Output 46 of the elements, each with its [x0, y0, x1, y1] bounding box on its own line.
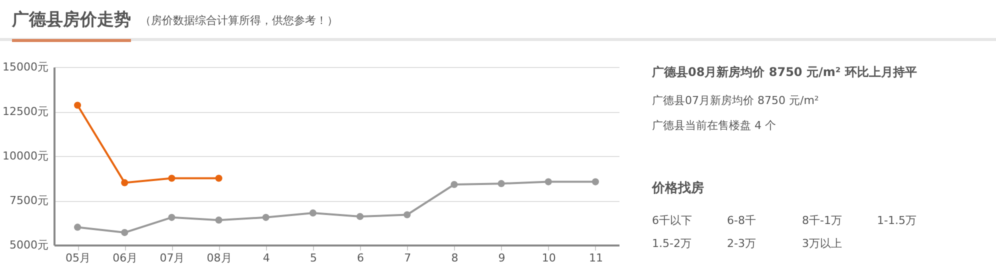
x-tick-label: 05月	[66, 252, 91, 264]
point	[215, 174, 222, 182]
y-tick-label: 15000元	[2, 60, 48, 74]
point	[309, 209, 316, 216]
x-tick-label: 11	[588, 252, 603, 264]
text: 8千-1万	[802, 213, 843, 228]
text: 2-3万	[727, 236, 757, 251]
text: 广德县07月新房均价 8750 元/m²	[652, 93, 820, 108]
point	[592, 178, 599, 186]
x-tick-label: 08月	[206, 252, 232, 264]
text: 广德县当前在售楼盘 4 个	[652, 118, 777, 133]
y-tick-label: 10000元	[2, 150, 48, 162]
point	[168, 214, 176, 221]
point	[121, 179, 128, 186]
x-tick-label: 6	[357, 252, 364, 264]
x-tick-label: 4	[262, 252, 270, 264]
text: 6-8千	[727, 213, 757, 228]
point	[74, 224, 82, 231]
point	[450, 180, 458, 188]
point	[544, 178, 552, 186]
chart-title: 广德县房价走势	[12, 8, 131, 42]
y-tick-label: 12500元	[2, 105, 48, 118]
x-tick-label: 06月	[112, 252, 138, 264]
y-tick-label: 5000元	[10, 238, 48, 252]
x-tick-label: 5	[310, 252, 317, 264]
point	[404, 211, 411, 218]
x-tick-label: 7	[404, 252, 412, 264]
text: 1-1.5万	[877, 213, 918, 228]
text: 6千以下	[652, 213, 693, 228]
text: 广德县08月新房均价 8750 元/m² 环比上月持平	[652, 64, 918, 81]
chart-subtitle: （房价数据综合计算所得，供您参考！）	[140, 13, 338, 28]
x-tick-label: 10	[542, 252, 556, 264]
point	[262, 214, 270, 221]
point	[215, 216, 222, 224]
point	[498, 180, 505, 188]
text: 1.5-2万	[652, 236, 692, 251]
point	[121, 229, 128, 236]
text: 价格找房	[652, 180, 705, 197]
point	[356, 212, 364, 220]
point	[168, 174, 176, 182]
y-tick-label: 7500元	[10, 194, 48, 207]
point	[74, 102, 82, 109]
text: 3万以上	[802, 236, 843, 251]
x-tick-label: 07月	[160, 252, 185, 264]
x-tick-label: 8	[451, 252, 458, 264]
x-tick-label: 9	[498, 252, 506, 264]
